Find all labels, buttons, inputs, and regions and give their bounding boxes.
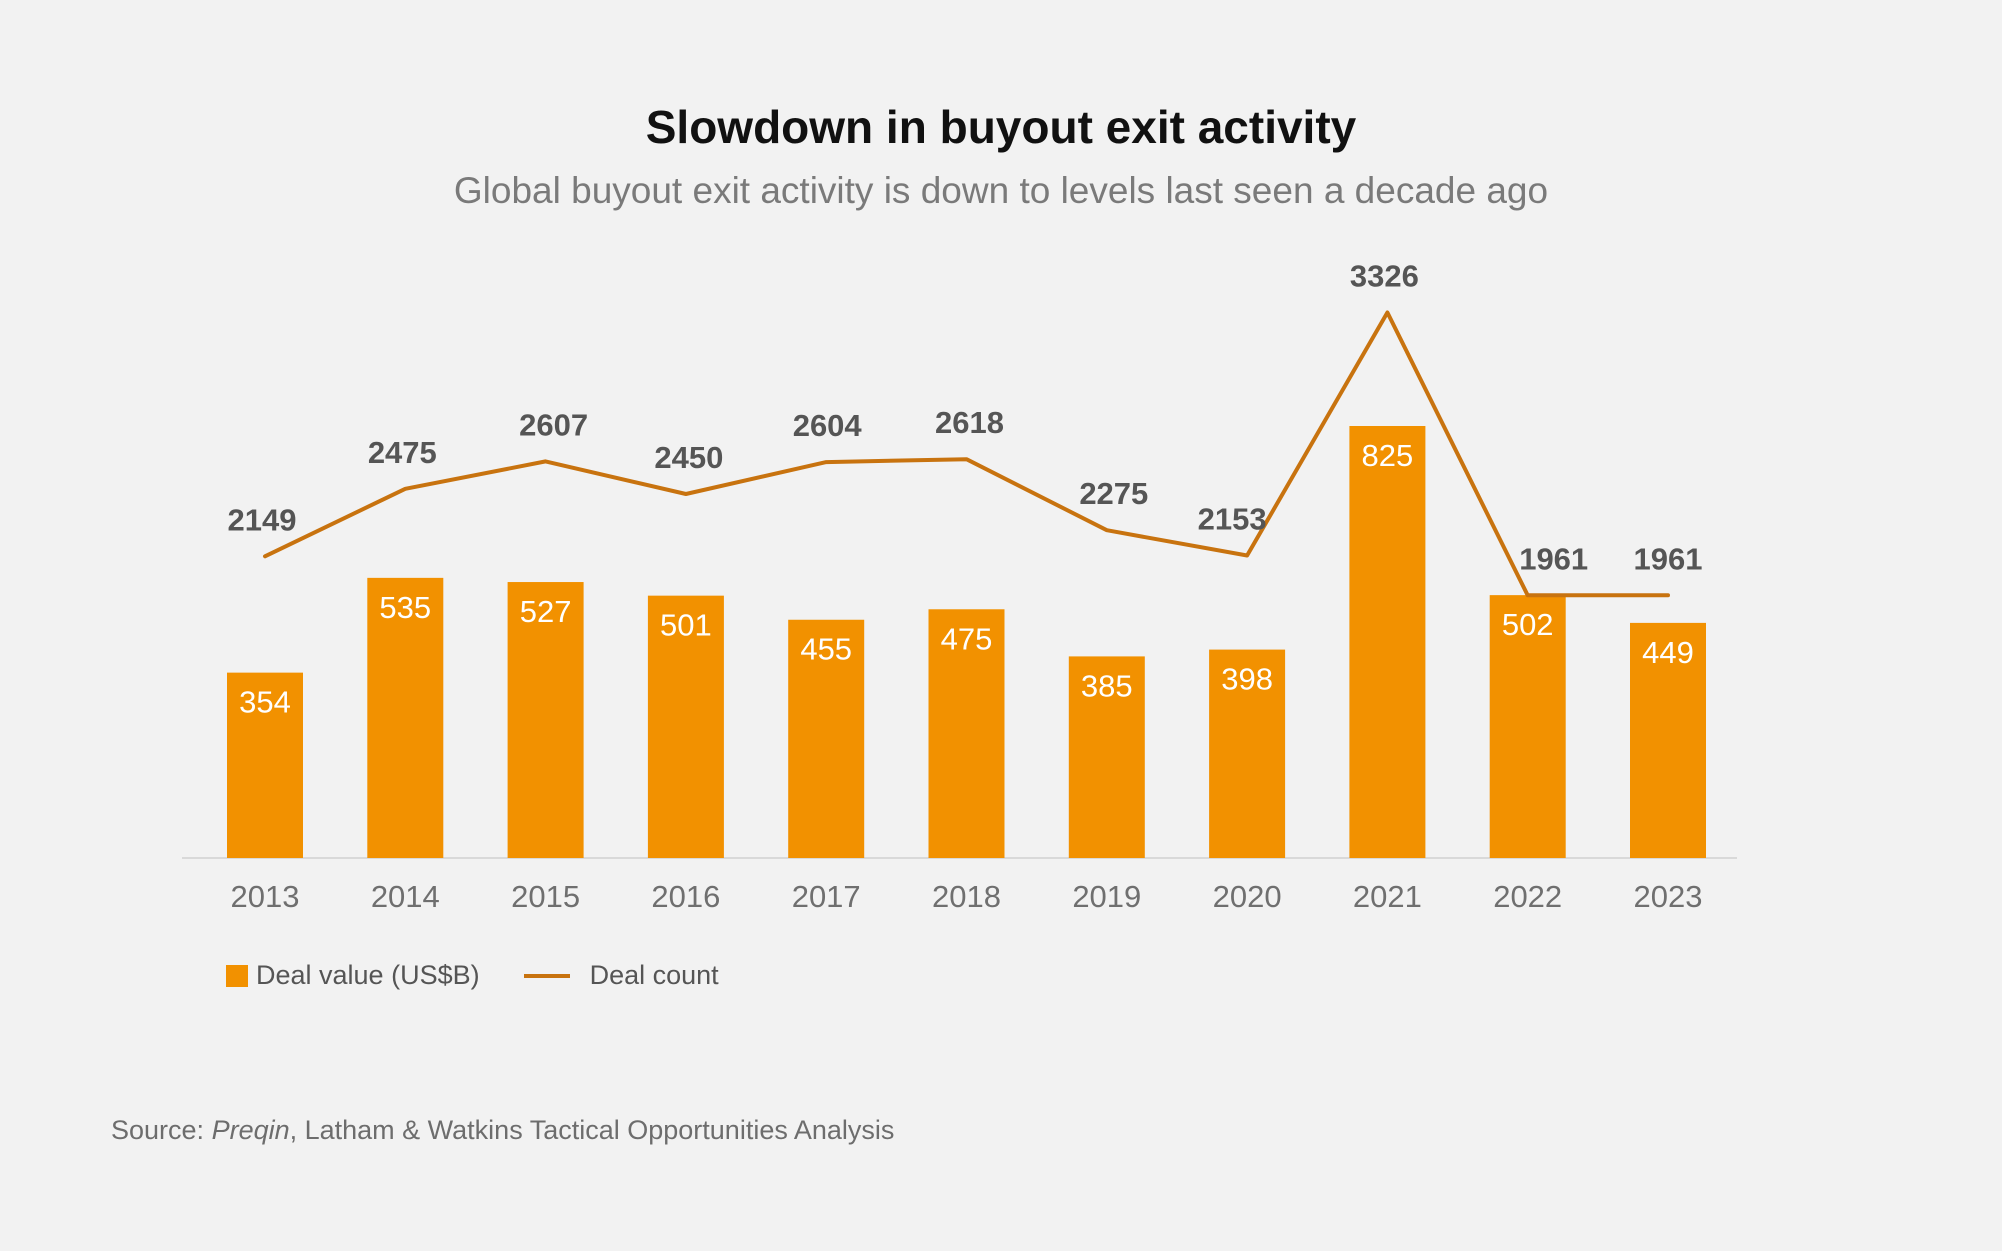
source-note: Source: Preqin, Latham & Watkins Tactica… [111, 1115, 894, 1146]
chart-subtitle: Global buyout exit activity is down to l… [453, 170, 1549, 211]
line-value-label-2016: 2450 [654, 440, 723, 475]
legend-line-label: Deal count [589, 960, 719, 990]
bar-2020 [1209, 649, 1286, 858]
line-value-label-2013: 2149 [228, 502, 297, 537]
bar-2014 [367, 577, 444, 858]
line-value-label-2020: 2153 [1198, 501, 1267, 536]
deal-count-line [263, 310, 1670, 598]
bar-value-label-2013: 354 [239, 685, 291, 720]
line-value-label-2021: 3326 [1350, 258, 1419, 293]
source-rest: , Latham & Watkins Tactical Opportunitie… [289, 1115, 895, 1145]
bar-2021 [1349, 426, 1426, 858]
bar-2013 [227, 672, 303, 858]
bar-2017 [788, 619, 865, 858]
line-value-label-2014: 2475 [368, 435, 437, 470]
bar-value-label-2023: 449 [1642, 635, 1694, 670]
x-tick-label-2020: 2020 [1213, 879, 1282, 914]
x-tick-label-2019: 2019 [1072, 879, 1141, 914]
legend-bar-label: Deal value (US$B) [256, 960, 480, 990]
x-tick-label-2017: 2017 [792, 879, 861, 914]
bar-value-label-2020: 398 [1221, 662, 1273, 697]
bar-value-label-2019: 385 [1081, 668, 1133, 703]
bar-2022 [1489, 595, 1566, 858]
x-tick-label-2021: 2021 [1353, 879, 1422, 914]
legend-item-deal-count: Deal count [523, 960, 719, 991]
chart-title: Slowdown in buyout exit activity [645, 101, 1357, 153]
source-italic: Preqin [211, 1115, 290, 1145]
line-value-label-2023: 1961 [1634, 541, 1703, 576]
bar-2016 [647, 595, 724, 858]
x-tick-label-2014: 2014 [371, 879, 440, 914]
x-tick-label-2022: 2022 [1493, 879, 1562, 914]
line-value-label-2018: 2618 [935, 405, 1004, 440]
legend: Deal value (US$B) Deal count [226, 960, 763, 991]
line-value-label-2017: 2604 [793, 408, 863, 443]
line-value-label-2015: 2607 [519, 407, 588, 442]
bar-value-label-2022: 502 [1502, 607, 1554, 642]
bar-value-label-2017: 455 [800, 632, 852, 667]
source-prefix: Source: [111, 1115, 212, 1145]
bar-2018 [928, 609, 1005, 858]
x-tick-label-2023: 2023 [1634, 879, 1703, 914]
bar-2019 [1068, 656, 1145, 858]
bar-2023 [1630, 622, 1706, 858]
legend-line-swatch [523, 973, 570, 978]
line-value-label-2022: 1961 [1519, 541, 1588, 576]
x-tick-label-2015: 2015 [511, 879, 580, 914]
bar-value-label-2016: 501 [660, 608, 712, 643]
x-tick-label-2018: 2018 [932, 879, 1001, 914]
bar-value-label-2021: 825 [1362, 438, 1414, 473]
bar-value-label-2014: 535 [379, 590, 431, 625]
x-tick-label-2013: 2013 [231, 879, 300, 914]
line-value-label-2019: 2275 [1079, 476, 1148, 511]
legend-bar-swatch [226, 964, 248, 987]
bar-2015 [507, 582, 584, 858]
bar-value-label-2018: 475 [941, 621, 993, 656]
legend-item-deal-value: Deal value (US$B) [226, 960, 480, 991]
x-tick-label-2016: 2016 [651, 879, 720, 914]
bar-value-label-2015: 527 [520, 594, 572, 629]
